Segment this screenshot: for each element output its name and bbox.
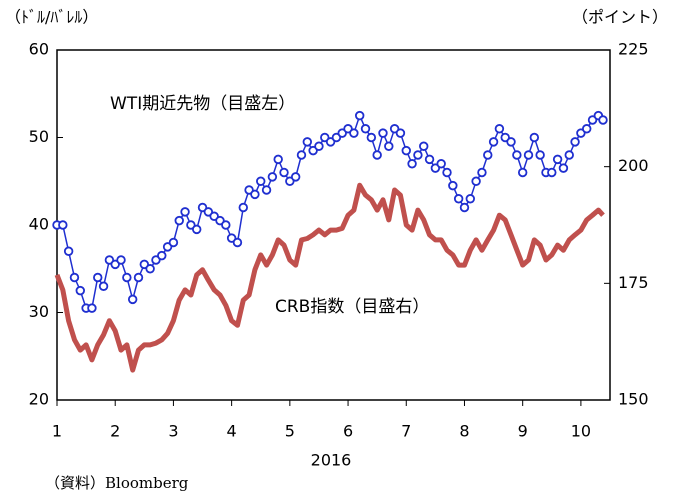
x-tick-label: 2	[110, 422, 120, 441]
marker	[267, 172, 278, 182]
marker	[354, 110, 365, 121]
marker	[145, 264, 155, 274]
x-tick-label: 4	[227, 422, 237, 441]
marker	[384, 141, 394, 151]
marker	[552, 154, 563, 165]
marker	[133, 272, 144, 283]
marker	[547, 167, 557, 178]
marker	[488, 137, 499, 147]
marker	[87, 303, 97, 313]
marker	[506, 137, 516, 147]
marker	[279, 167, 289, 178]
marker	[122, 272, 132, 283]
series-label: CRB指数（目盛右）	[275, 297, 429, 317]
y2-tick-label: 150	[618, 390, 649, 409]
marker	[424, 154, 435, 165]
marker	[157, 250, 167, 261]
marker	[494, 124, 505, 134]
marker	[570, 137, 580, 147]
marker	[174, 215, 184, 226]
y-tick-label: 30	[29, 302, 49, 321]
marker	[116, 255, 126, 265]
marker	[372, 150, 382, 160]
marker	[483, 150, 493, 160]
y-tick-label: 60	[29, 40, 49, 59]
x-axis-label: 2016	[311, 451, 352, 470]
marker	[221, 220, 231, 230]
marker	[261, 185, 272, 195]
x-tick-label: 1	[52, 422, 62, 441]
marker	[564, 150, 574, 160]
marker	[58, 220, 68, 230]
y2-tick-label: 175	[618, 273, 649, 292]
marker	[250, 189, 260, 200]
marker	[448, 180, 458, 191]
marker	[314, 141, 324, 151]
x-tick-label: 10	[571, 422, 591, 441]
marker	[296, 150, 307, 160]
marker	[349, 128, 359, 138]
y-axis-label: （ﾄﾞﾙ/ﾊﾞﾚﾙ）	[5, 8, 98, 27]
x-tick-label: 5	[285, 422, 295, 441]
marker	[75, 285, 85, 296]
marker	[512, 150, 522, 160]
marker	[465, 194, 475, 204]
series-line	[54, 182, 605, 373]
marker	[273, 154, 283, 165]
marker	[302, 137, 313, 147]
marker	[256, 176, 266, 186]
marker	[290, 172, 301, 182]
marker	[453, 194, 464, 204]
marker	[98, 281, 109, 291]
marker	[529, 132, 540, 143]
marker	[598, 115, 608, 125]
marker	[360, 124, 371, 134]
x-tick-label: 3	[168, 422, 178, 441]
marker	[523, 150, 534, 160]
marker	[93, 272, 103, 283]
marker	[535, 150, 545, 160]
source: （資料）Bloomberg	[45, 474, 189, 492]
y-tick-label: 40	[29, 215, 49, 234]
marker	[419, 141, 429, 151]
marker	[517, 167, 528, 178]
y2-tick-label: 225	[618, 40, 649, 59]
marker	[168, 237, 179, 248]
marker	[401, 145, 411, 156]
marker	[63, 246, 74, 256]
marker	[459, 202, 470, 213]
marker	[192, 224, 202, 235]
marker	[413, 150, 423, 160]
marker	[232, 237, 243, 248]
marker	[582, 124, 592, 134]
marker	[180, 207, 190, 217]
marker	[477, 167, 487, 178]
marker	[127, 294, 138, 305]
marker	[378, 128, 388, 138]
y2-axis-label: （ポイント）	[572, 8, 668, 27]
marker	[471, 176, 481, 186]
series-label: WTI期近先物（目盛左）	[110, 94, 295, 114]
marker	[558, 163, 569, 173]
marker	[407, 159, 417, 169]
x-tick-label: 8	[459, 422, 469, 441]
y-tick-label: 20	[29, 390, 49, 409]
marker	[238, 202, 248, 213]
marker	[69, 272, 80, 283]
x-tick-label: 9	[518, 422, 528, 441]
marker	[395, 128, 406, 138]
marker	[442, 167, 452, 178]
x-tick-label: 6	[343, 422, 353, 441]
x-tick-label: 7	[401, 422, 411, 441]
marker	[366, 132, 377, 143]
marker	[436, 159, 446, 169]
y-tick-label: 50	[29, 127, 49, 146]
y2-tick-label: 200	[618, 156, 649, 175]
